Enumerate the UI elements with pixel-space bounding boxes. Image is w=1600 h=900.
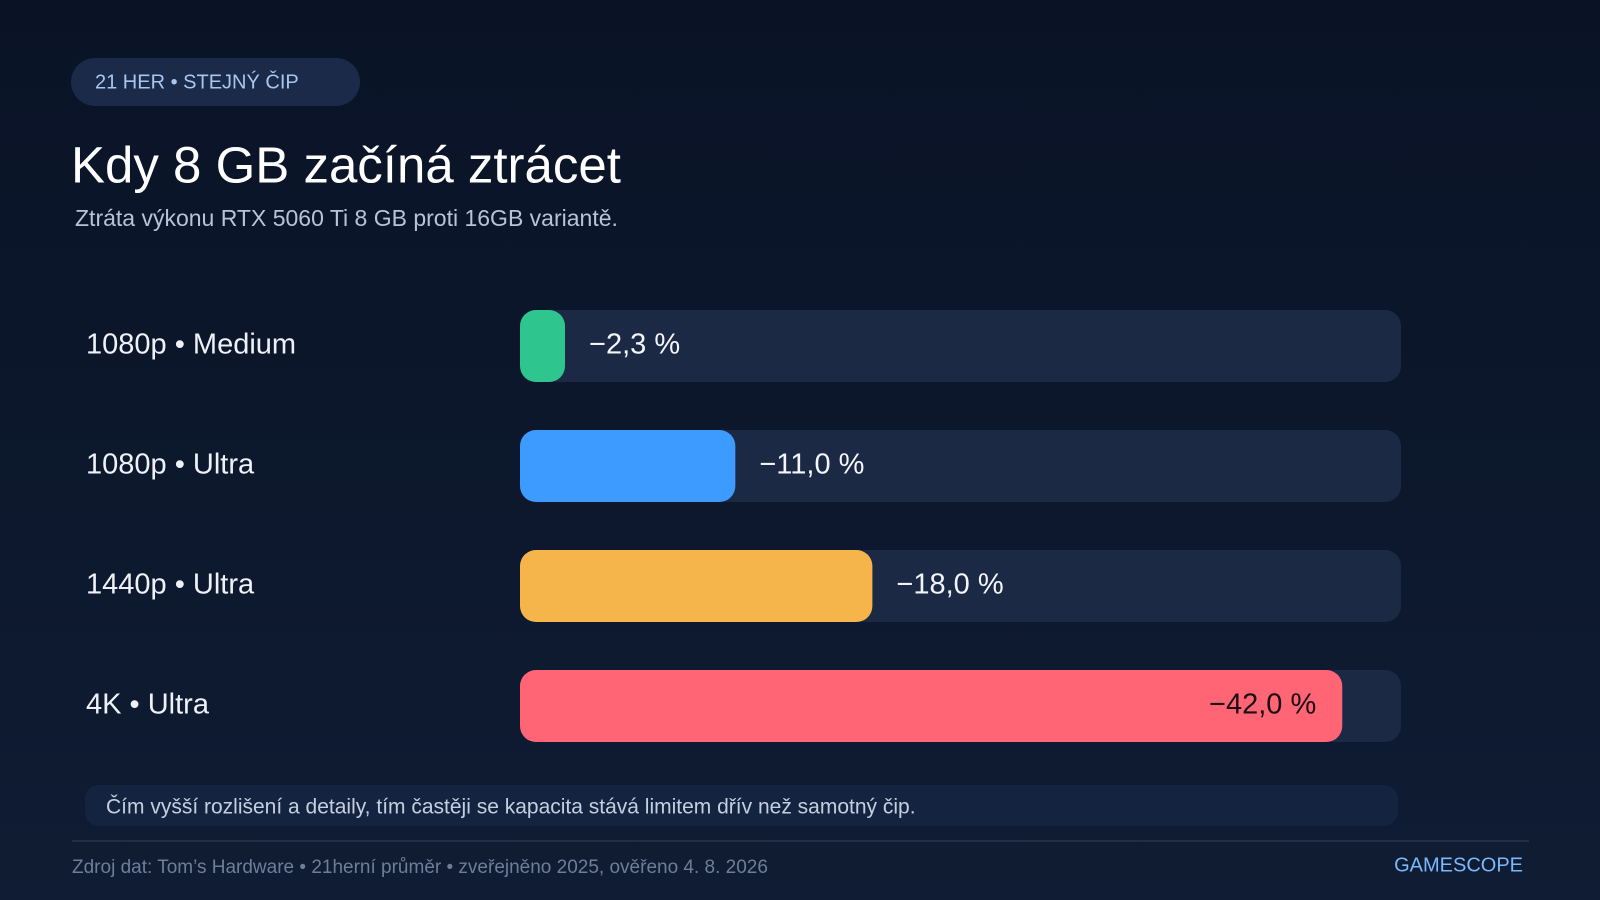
category-label: 1440p • Ultra (86, 569, 255, 601)
value-label: −11,0 % (759, 449, 864, 481)
bar (520, 430, 736, 502)
chart-subtitle: Ztráta výkonu RTX 5060 Ti 8 GB proti 16G… (75, 205, 618, 231)
plot: 1080p • Medium −2,3 % 1080p • Ultra −11,0 %… (86, 310, 1401, 742)
source: Zdroj dat: Tom’s Hardware • 21herní prům… (72, 857, 768, 878)
category-label: 4K • Ultra (86, 689, 210, 721)
value-label: −2,3 % (589, 329, 680, 361)
category-label: 1080p • Ultra (86, 449, 255, 481)
bar (520, 550, 873, 622)
brand: GAMESCOPE (1394, 854, 1523, 876)
value-label: −18,0 % (896, 569, 1003, 601)
badge-text: 21 HER • STEJNÝ ČIP (95, 70, 299, 93)
chart-title: Kdy 8 GB začíná ztrácet (71, 136, 621, 193)
value-label: −42,0 % (1209, 689, 1316, 721)
bar (520, 670, 1343, 742)
note: Čím vyšší rozlišení a detaily, tím častě… (106, 796, 916, 819)
badge (71, 58, 360, 106)
bar (520, 310, 566, 382)
category-label: 1080p • Medium (86, 329, 296, 361)
note-box (85, 785, 1398, 826)
bar-track (520, 430, 1401, 502)
bar-track (520, 310, 1401, 382)
